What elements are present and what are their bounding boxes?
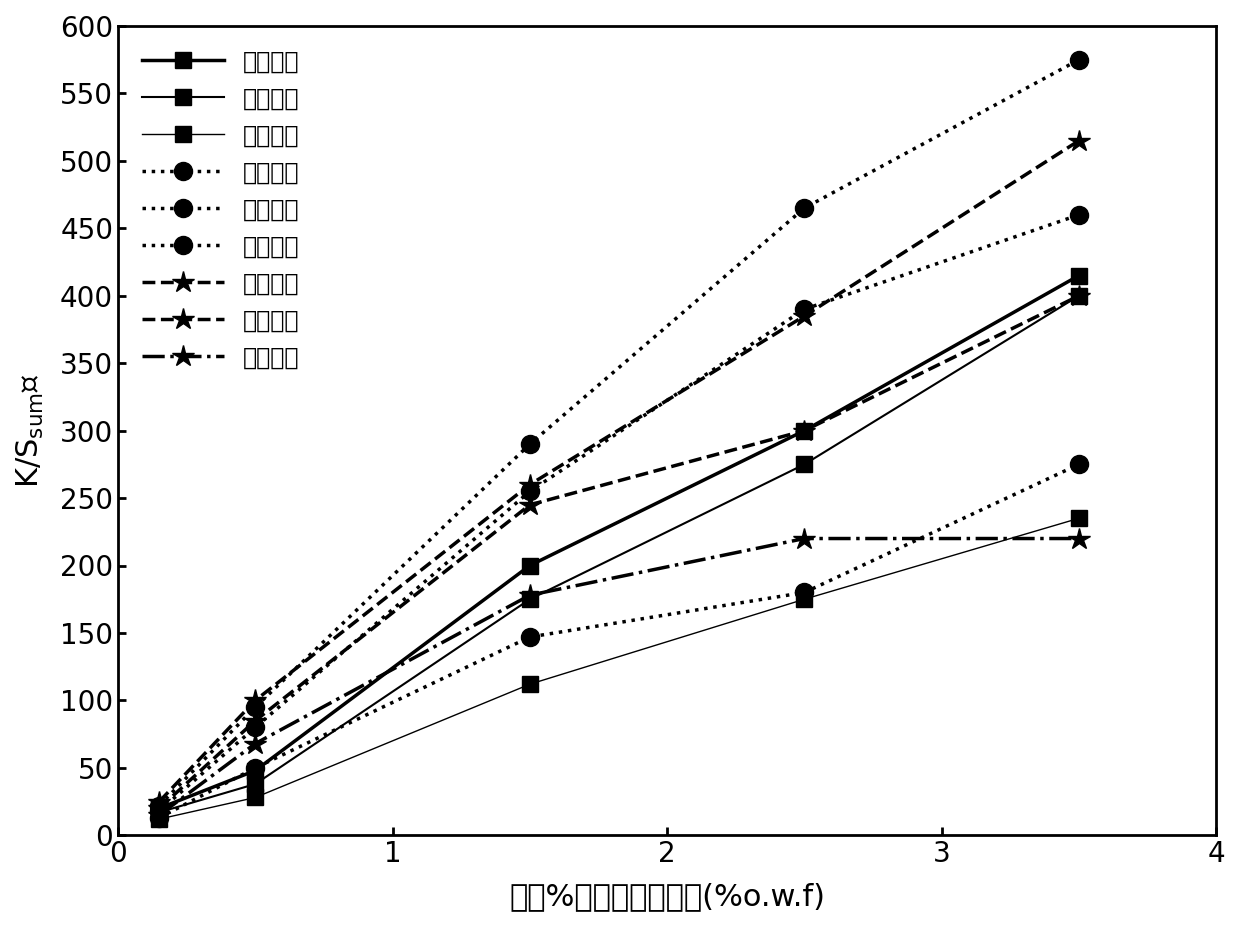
王烷紅色 bbox=[1071, 135, 1086, 146]
水基藍色 bbox=[1071, 513, 1086, 524]
辛烷紅色 bbox=[248, 702, 263, 713]
王烷紅色 bbox=[522, 479, 537, 490]
Line: 水基藍色: 水基藍色 bbox=[151, 510, 1086, 827]
王烷黃色 bbox=[1071, 290, 1086, 301]
水基黃色 bbox=[1071, 290, 1086, 301]
Line: 辛烷黃色: 辛烷黃色 bbox=[150, 206, 1087, 820]
Legend: 水基紅色, 水基黃色, 水基藍色, 辛烷紅色, 辛烷黃色, 辛烷藍色, 王烷紅色, 王烷黃色, 王烷藍色: 水基紅色, 水基黃色, 水基藍色, 辛烷紅色, 辛烷黃色, 辛烷藍色, 王烷紅色… bbox=[130, 38, 311, 382]
辛烷藍色 bbox=[797, 587, 812, 598]
Line: 水基黃色: 水基黃色 bbox=[151, 288, 1086, 820]
水基藍色 bbox=[522, 679, 537, 690]
水基黃色 bbox=[151, 807, 166, 818]
水基紅色 bbox=[151, 803, 166, 814]
X-axis label: 染料%對羊毛纖維重量(%o.w.f): 染料%對羊毛纖維重量(%o.w.f) bbox=[510, 882, 825, 911]
水基黃色 bbox=[797, 458, 812, 469]
辛烷黃色 bbox=[1071, 209, 1086, 220]
辛烷紅色 bbox=[151, 800, 166, 811]
辛烷黃色 bbox=[248, 721, 263, 732]
王烷藍色 bbox=[248, 738, 263, 749]
王烷黃色 bbox=[797, 425, 812, 436]
辛烷紅色 bbox=[522, 439, 537, 450]
辛烷藍色 bbox=[248, 762, 263, 773]
王烷紅色 bbox=[797, 310, 812, 321]
王烷藍色 bbox=[797, 533, 812, 544]
辛烷藍色 bbox=[1071, 458, 1086, 469]
王烷黃色 bbox=[248, 715, 263, 726]
Line: 王烷紅色: 王烷紅色 bbox=[148, 130, 1090, 813]
辛烷紅色 bbox=[1071, 54, 1086, 65]
水基紅色 bbox=[522, 560, 537, 571]
水基藍色 bbox=[797, 594, 812, 605]
水基藍色 bbox=[151, 814, 166, 825]
辛烷藍色 bbox=[522, 632, 537, 643]
王烷紅色 bbox=[151, 796, 166, 807]
水基紅色 bbox=[1071, 270, 1086, 282]
王烷黃色 bbox=[522, 499, 537, 510]
辛烷藍色 bbox=[151, 812, 166, 823]
水基紅色 bbox=[797, 425, 812, 436]
Line: 王烷藍色: 王烷藍色 bbox=[148, 528, 1090, 826]
王烷藍色 bbox=[522, 590, 537, 601]
Line: 辛烷藍色: 辛烷藍色 bbox=[150, 456, 1087, 827]
辛烷黃色 bbox=[522, 486, 537, 497]
Line: 王烷黃色: 王烷黃色 bbox=[148, 284, 1090, 820]
Y-axis label: K/S$_{\rm sum}$値: K/S$_{\rm sum}$値 bbox=[15, 373, 46, 488]
王烷藍色 bbox=[151, 809, 166, 820]
王烷紅色 bbox=[248, 694, 263, 706]
Line: 水基紅色: 水基紅色 bbox=[151, 268, 1086, 816]
水基紅色 bbox=[248, 765, 263, 776]
水基黃色 bbox=[522, 594, 537, 605]
水基藍色 bbox=[248, 792, 263, 803]
辛烷紅色 bbox=[797, 203, 812, 214]
王烷藍色 bbox=[1071, 533, 1086, 544]
王烷黃色 bbox=[151, 803, 166, 814]
Line: 辛烷紅色: 辛烷紅色 bbox=[150, 51, 1087, 815]
水基黃色 bbox=[248, 779, 263, 790]
辛烷黃色 bbox=[151, 806, 166, 817]
辛烷黃色 bbox=[797, 304, 812, 315]
